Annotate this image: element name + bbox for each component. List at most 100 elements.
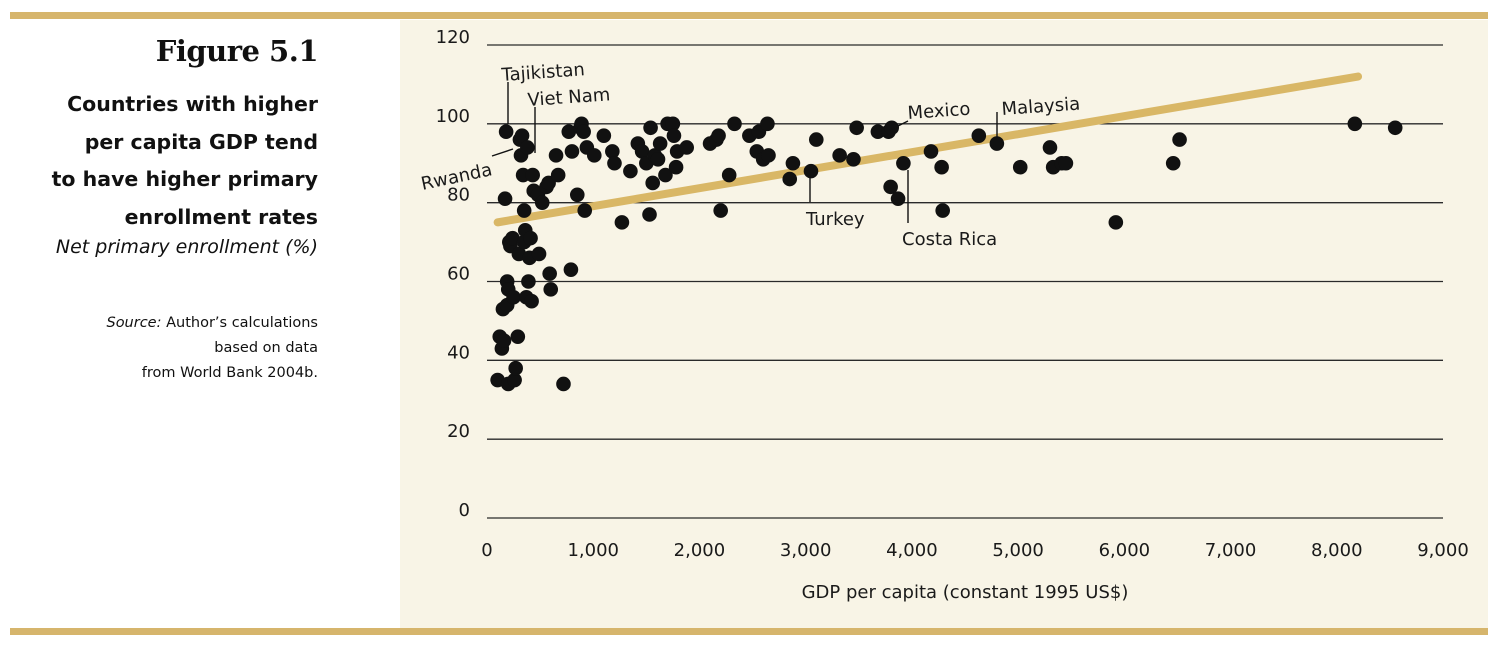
data-point (523, 230, 538, 246)
data-point (623, 163, 638, 179)
data-point (870, 124, 886, 140)
data-point (525, 167, 540, 183)
data-point (498, 124, 514, 140)
data-point (634, 144, 650, 159)
y-tick-label: 100 (436, 106, 470, 127)
data-point (586, 148, 602, 163)
annotation-label: Tajikistan (500, 59, 586, 86)
data-point (596, 128, 612, 143)
figure-title-line: per capita GDP tend (84, 129, 318, 154)
y-tick-label: 60 (447, 264, 470, 285)
x-tick-label: 3,000 (780, 540, 832, 561)
source-text: Author’s calculations (166, 315, 318, 331)
data-point (883, 179, 898, 195)
data-point (679, 140, 694, 155)
figure-title-line: enrollment rates (124, 204, 318, 229)
figure-title-line: Countries with higher (67, 92, 318, 116)
data-point (782, 171, 798, 187)
chart-panel: 0 20 40 60 80 100 120 0 1,000 2,000 3,000 4,000 5,00… (400, 20, 1488, 628)
y-tick-label: 80 (447, 185, 470, 206)
data-point (808, 132, 824, 147)
data-point (521, 274, 536, 289)
y-tick-label: 20 (447, 421, 470, 442)
data-point (849, 120, 864, 136)
data-point (890, 191, 906, 207)
data-point (576, 124, 591, 140)
source-line: Source: Author’s calculations (0, 311, 318, 336)
data-point (607, 155, 622, 171)
data-point (514, 128, 530, 143)
data-point (846, 152, 861, 167)
data-point (1012, 159, 1028, 175)
y-tick-label: 40 (447, 342, 470, 363)
data-point (668, 159, 684, 175)
y-tick-label: 0 (459, 500, 470, 521)
data-point (542, 266, 557, 281)
data-point (605, 144, 620, 159)
data-point (508, 360, 523, 376)
scatter-chart: 0 20 40 60 80 100 120 0 1,000 2,000 3,000 4,000 5,00… (419, 27, 1469, 603)
y-tick-label: 120 (436, 27, 470, 48)
x-tick-label: 2,000 (674, 540, 726, 561)
annotation-label: Costa Rica (902, 229, 997, 250)
x-tick-label: 6,000 (1099, 540, 1151, 561)
x-tick-label: 9,000 (1417, 540, 1469, 561)
data-point (569, 187, 585, 203)
data-point (989, 136, 1005, 151)
data-point (550, 167, 566, 183)
data-point (561, 124, 577, 140)
figure-caption-panel: Figure 5.1 Countries with higher per cap… (0, 20, 319, 628)
data-point (727, 116, 742, 132)
data-point (935, 203, 950, 218)
data-point (534, 195, 550, 210)
data-point (506, 289, 521, 305)
figure-title: Countries with higher per capita GDP ten… (0, 86, 318, 236)
data-point (785, 155, 801, 171)
data-point (1172, 132, 1187, 147)
data-point (971, 128, 987, 143)
figure-title-line: to have higher primary (51, 167, 318, 191)
data-point (520, 140, 535, 155)
data-point (923, 144, 939, 159)
data-point (531, 246, 547, 262)
data-point (642, 207, 657, 222)
data-point (665, 116, 681, 132)
x-tick-label: 4,000 (886, 540, 938, 561)
data-point (643, 120, 658, 136)
data-point (548, 148, 564, 163)
data-point (1042, 140, 1058, 155)
data-point (1347, 116, 1363, 132)
data-point (496, 333, 512, 348)
data-point (645, 175, 661, 191)
annotation-label: Mexico (907, 99, 971, 124)
bottom-rule (10, 628, 1488, 635)
data-point (516, 203, 532, 218)
annotation-label: Turkey (805, 209, 865, 230)
data-point (666, 128, 682, 143)
data-point (497, 191, 513, 207)
annotation-leader (491, 148, 514, 157)
data-point (524, 293, 539, 309)
data-point (564, 144, 580, 159)
annotation-label: Viet Nam (527, 84, 611, 111)
data-point (652, 136, 668, 151)
data-point (1058, 155, 1074, 171)
data-point (658, 167, 673, 183)
data-point (1108, 215, 1124, 230)
data-point (577, 203, 593, 218)
data-point (1387, 120, 1403, 136)
annotation-label: Malaysia (1001, 94, 1081, 120)
data-point (505, 230, 520, 246)
data-point (896, 155, 911, 171)
x-tick-label: 5,000 (992, 540, 1044, 561)
data-point (556, 376, 571, 392)
x-tick-label: 0 (481, 540, 492, 561)
data-point (563, 262, 579, 277)
data-point (803, 163, 819, 179)
figure-subtitle: Net primary enrollment (%) (55, 236, 318, 258)
x-axis-label: GDP per capita (constant 1995 US$) (802, 582, 1129, 603)
source-line: based on data (214, 340, 318, 356)
source-line: from World Bank 2004b. (141, 365, 318, 381)
data-point (510, 329, 526, 344)
data-point (507, 372, 522, 388)
